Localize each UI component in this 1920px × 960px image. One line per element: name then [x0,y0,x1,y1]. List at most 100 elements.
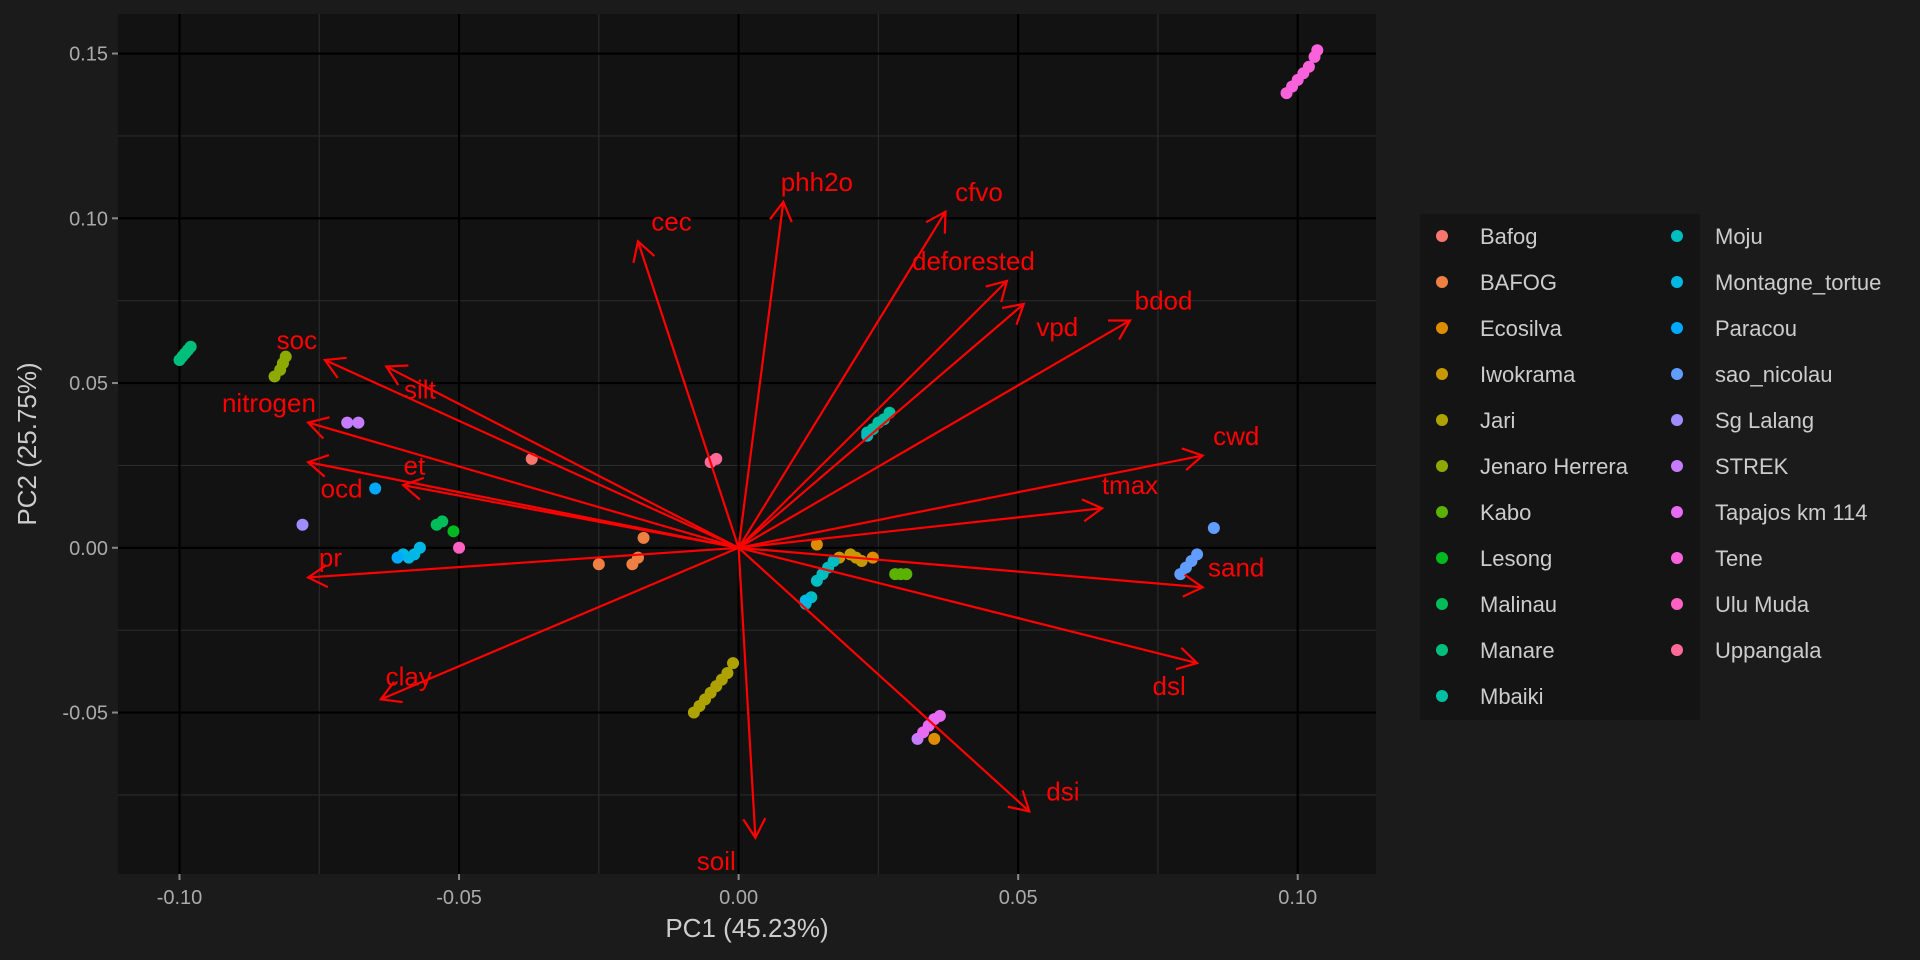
arrowhead-et [400,476,425,501]
point-sao-nicolau [1207,522,1220,535]
x-axis-label: PC1 (45.23%) [665,913,828,943]
arrowhead-soc [322,356,347,379]
legend-key-bafog [1436,230,1448,242]
legend-key-jari [1436,414,1448,426]
legend-label-jari: Jari [1480,408,1515,433]
arrowhead-cfvo [925,209,947,234]
arrow-label-dsi: dsi [1046,777,1079,807]
legend-label-ecosilva: Ecosilva [1480,316,1563,341]
arrowhead-tmax [1081,498,1105,523]
arrow-label-ocd: ocd [321,473,363,503]
legend-label-sg-lalang: Sg Lalang [1715,408,1814,433]
y-tick-label: 0.00 [69,538,108,560]
arrow-label-pr: pr [319,543,342,573]
point-mbaiki [883,406,896,419]
point-ulu-muda [453,541,466,554]
arrow-label-sand: sand [1208,553,1264,583]
arrowhead-sand [1182,573,1205,598]
arrow-cwd [738,454,1203,549]
legend-key-iwokrama [1436,368,1448,380]
point-sao-nicolau [1191,548,1204,561]
arrowhead-deforested [985,279,1009,303]
point-bafog [592,558,605,571]
y-tick-label: 0.10 [69,208,108,230]
legend-label-jenaro-herrera: Jenaro Herrera [1480,454,1629,479]
legend-key-uppangala [1671,644,1683,656]
arrowhead-ocd [305,454,330,478]
legend-label-kabo: Kabo [1480,500,1531,525]
point-paracou [369,482,382,495]
legend-key-montagne-tortue [1671,276,1683,288]
point-lesong [447,525,460,538]
arrow-tmax [738,507,1103,549]
legend: Bafog BAFOG Ecosilva Iwokrama Jari Jenaro Her… [1436,224,1881,709]
legend-label-paracou: Paracou [1715,316,1797,341]
legend-label-malinau: Malinau [1480,592,1557,617]
legend-key-ecosilva [1436,322,1448,334]
arrowhead-cec [632,239,656,264]
point-bafog [637,531,650,544]
legend-label-montagne-tortue: Montagne_tortue [1715,270,1881,295]
arrow-dsi [737,546,1031,813]
arrow-phh2o [737,201,785,548]
legend-label-tapajos-km-114: Tapajos km 114 [1715,500,1867,525]
legend-label-ulu-muda: Ulu Muda [1715,592,1810,617]
arrow-label-nitrogen: nitrogen [222,388,316,418]
legend-label-manare: Manare [1480,638,1555,663]
legend-label-sao-nicolau: sao_nicolau [1715,362,1832,387]
arrowhead-clay [378,681,403,704]
x-axis-ticks: -0.10 -0.05 0.00 0.05 0.10 [157,874,1317,909]
legend-label-bafog: BAFOG [1480,270,1557,295]
loading-labels: phh2o cec cfvo deforested vpd bdod cwd tmax sand… [222,167,1264,876]
legend-key-sg-lalang [1671,414,1683,426]
legend-key-strek [1671,460,1683,472]
y-axis-ticks: -0.05 0.00 0.05 0.10 0.15 [62,44,118,725]
legend-key-sao-nicolau [1671,368,1683,380]
arrow-nitrogen [307,421,739,549]
arrow-label-dsl: dsl [1153,671,1186,701]
arrowhead-bdod [1107,319,1132,341]
arrow-label-phh2o: phh2o [781,167,853,197]
y-tick-label: 0.15 [69,44,108,66]
loading-arrows [305,199,1205,840]
point-montagne-tortue [799,594,812,607]
point-tapajos-km-114 [933,709,946,722]
arrow-dsl [738,546,1198,665]
arrow-label-cfvo: cfvo [955,177,1003,207]
arrowhead-silt [384,364,409,386]
point-uppangala [710,452,723,465]
legend-label-tene: Tene [1715,546,1763,571]
arrow-label-cec: cec [651,207,691,237]
legend-key-ulu-muda [1671,598,1683,610]
legend-key-bafog [1436,276,1448,288]
arrow-label-clay: clay [386,661,432,691]
point-ecosilva [866,551,879,564]
arrow-label-tmax: tmax [1102,470,1158,500]
x-tick-label: -0.10 [157,887,203,909]
legend-key-malinau [1436,598,1448,610]
point-manare [184,340,197,353]
legend-label-uppangala: Uppangala [1715,638,1822,663]
arrow-label-vpd: vpd [1036,312,1078,342]
arrowhead-pr [305,564,329,589]
arrow-label-silt: silt [404,375,437,405]
legend-key-tene [1671,552,1683,564]
point-tene [1302,60,1315,73]
arrow-sand [738,546,1203,589]
legend-label-lesong: Lesong [1480,546,1552,571]
arrowhead-soil [742,817,767,840]
legend-key-lesong [1436,552,1448,564]
arrow-vpd [737,303,1025,549]
legend-label-moju: Moju [1715,224,1763,249]
arrow-cfvo [737,211,947,549]
legend-key-paracou [1671,322,1683,334]
arrow-pr [308,546,739,579]
x-tick-label: 0.00 [719,887,758,909]
legend-label-mbaiki: Mbaiki [1480,684,1544,709]
legend-key-moju [1671,230,1683,242]
legend-label-strek: STREK [1715,454,1789,479]
arrowhead-phh2o [769,199,793,223]
point-tene [1311,44,1324,57]
arrow-silt [385,365,740,549]
